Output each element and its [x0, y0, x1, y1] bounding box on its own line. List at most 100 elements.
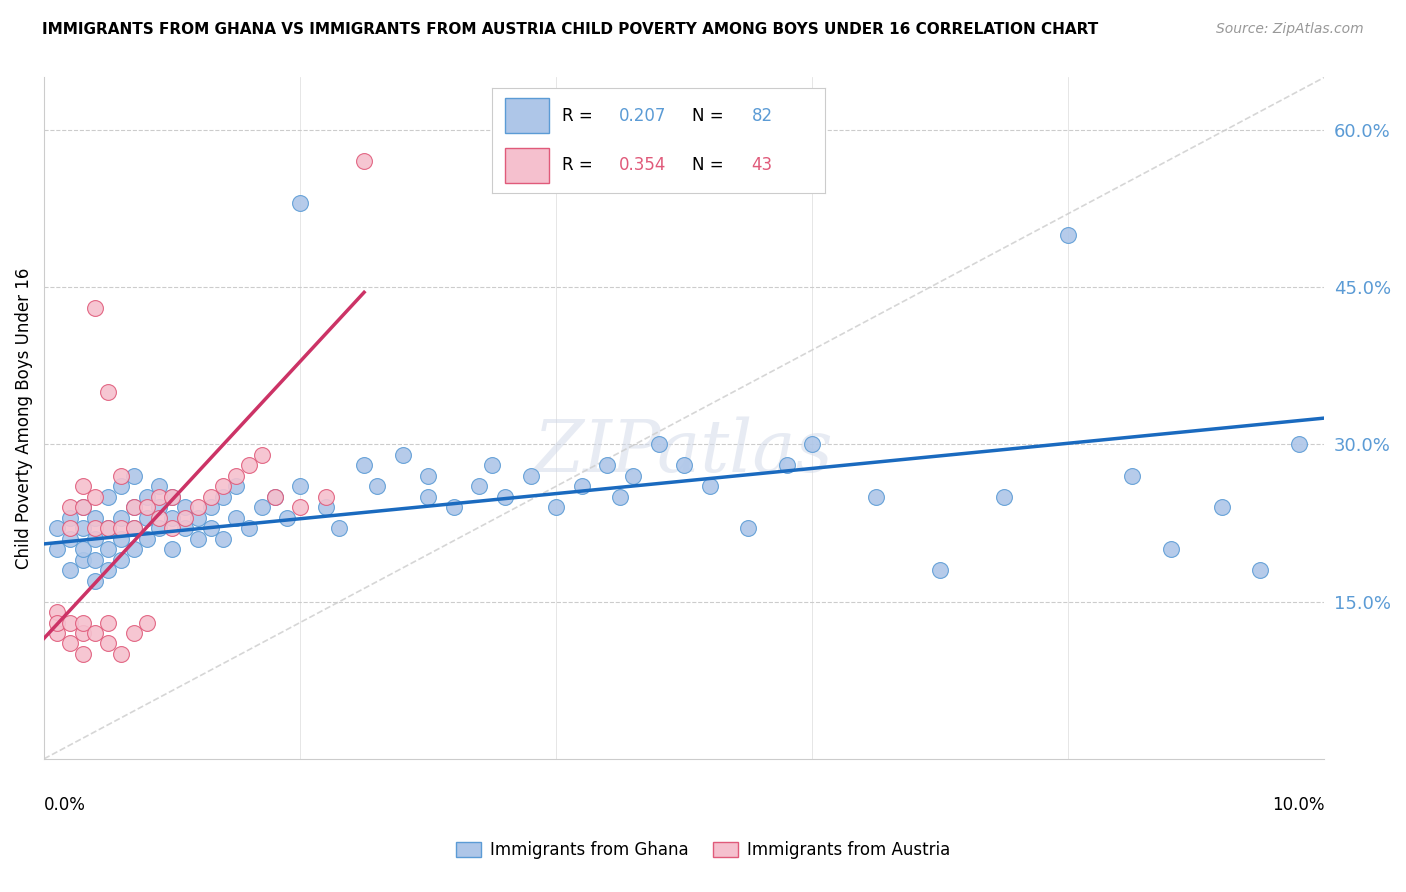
Point: [353, 154, 375, 169]
Point: [45, 542, 67, 557]
Point: [84, 301, 107, 315]
Point: [494, 490, 516, 504]
Point: [737, 521, 759, 535]
Point: [416, 490, 439, 504]
Point: [148, 479, 170, 493]
Point: [122, 542, 145, 557]
Point: [135, 510, 157, 524]
Point: [97, 542, 120, 557]
Point: [174, 521, 197, 535]
Point: [200, 490, 222, 504]
Point: [225, 468, 247, 483]
Point: [1288, 437, 1310, 451]
Point: [110, 532, 132, 546]
Point: [59, 500, 82, 515]
Point: [238, 458, 260, 473]
Text: Source: ZipAtlas.com: Source: ZipAtlas.com: [1216, 22, 1364, 37]
Point: [59, 532, 82, 546]
Point: [72, 552, 94, 566]
Point: [84, 552, 107, 566]
Point: [45, 626, 67, 640]
Point: [160, 490, 183, 504]
Point: [993, 490, 1015, 504]
Point: [84, 521, 107, 535]
Point: [366, 479, 388, 493]
Point: [1121, 468, 1143, 483]
Point: [97, 521, 120, 535]
Point: [519, 468, 541, 483]
Point: [135, 615, 157, 630]
Point: [110, 468, 132, 483]
Point: [187, 532, 209, 546]
Point: [84, 510, 107, 524]
Point: [315, 500, 337, 515]
Point: [160, 510, 183, 524]
Point: [1160, 542, 1182, 557]
Point: [59, 521, 82, 535]
Point: [97, 490, 120, 504]
Point: [288, 479, 311, 493]
Point: [187, 500, 209, 515]
Text: 10.0%: 10.0%: [1271, 797, 1324, 814]
Point: [160, 521, 183, 535]
Point: [353, 458, 375, 473]
Point: [775, 458, 797, 473]
Point: [122, 626, 145, 640]
Point: [160, 542, 183, 557]
Point: [1249, 563, 1271, 577]
Point: [187, 510, 209, 524]
Point: [122, 521, 145, 535]
Point: [621, 468, 644, 483]
Point: [45, 605, 67, 619]
Point: [571, 479, 593, 493]
Point: [97, 563, 120, 577]
Point: [135, 532, 157, 546]
Point: [110, 647, 132, 661]
Point: [59, 615, 82, 630]
Point: [72, 500, 94, 515]
Point: [263, 490, 285, 504]
Point: [391, 448, 413, 462]
Point: [288, 500, 311, 515]
Point: [200, 500, 222, 515]
Point: [468, 479, 491, 493]
Point: [59, 636, 82, 650]
Point: [596, 458, 619, 473]
Point: [45, 521, 67, 535]
Point: [225, 479, 247, 493]
Point: [148, 500, 170, 515]
Point: [801, 437, 824, 451]
Point: [84, 490, 107, 504]
Point: [122, 468, 145, 483]
Point: [84, 626, 107, 640]
Point: [72, 647, 94, 661]
Y-axis label: Child Poverty Among Boys Under 16: Child Poverty Among Boys Under 16: [15, 268, 32, 569]
Point: [84, 574, 107, 588]
Point: [250, 448, 273, 462]
Point: [673, 458, 696, 473]
Point: [122, 521, 145, 535]
Point: [647, 437, 669, 451]
Point: [72, 479, 94, 493]
Point: [1057, 227, 1080, 242]
Point: [59, 563, 82, 577]
Point: [72, 615, 94, 630]
Point: [97, 615, 120, 630]
Legend: Immigrants from Ghana, Immigrants from Austria: Immigrants from Ghana, Immigrants from A…: [450, 835, 956, 866]
Point: [481, 458, 503, 473]
Point: [212, 490, 235, 504]
Point: [174, 510, 197, 524]
Text: 0.0%: 0.0%: [44, 797, 86, 814]
Point: [263, 490, 285, 504]
Point: [174, 500, 197, 515]
Point: [72, 542, 94, 557]
Point: [110, 510, 132, 524]
Point: [148, 510, 170, 524]
Point: [225, 510, 247, 524]
Point: [929, 563, 952, 577]
Point: [250, 500, 273, 515]
Point: [328, 521, 350, 535]
Point: [110, 521, 132, 535]
Point: [1211, 500, 1233, 515]
Point: [135, 490, 157, 504]
